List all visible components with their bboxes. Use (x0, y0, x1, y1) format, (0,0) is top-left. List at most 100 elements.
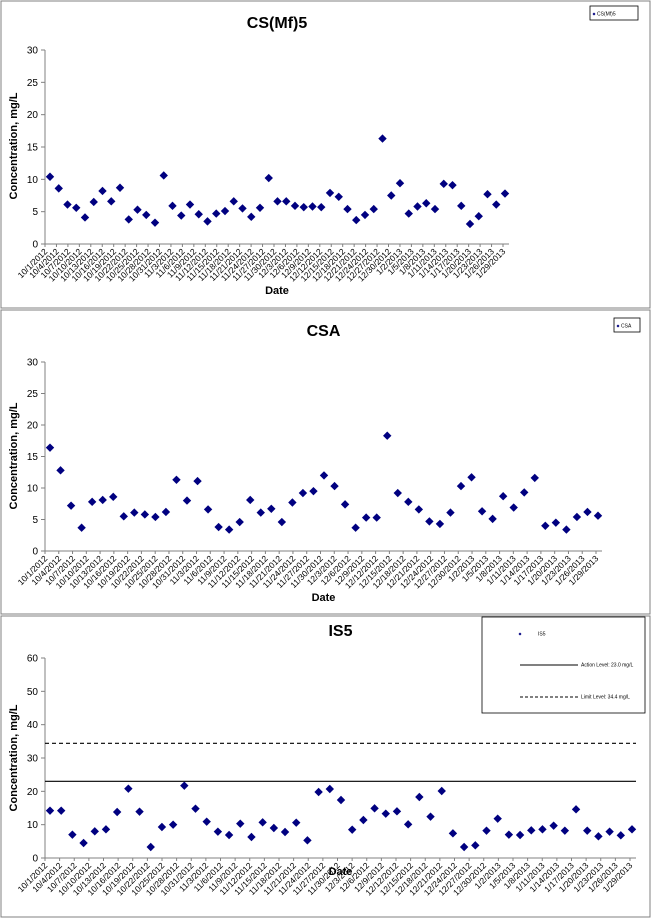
chart-2-data-point (87, 497, 97, 507)
chart-1-data-point (273, 197, 282, 206)
chart-3-data-point (437, 786, 446, 796)
chart-1-data-point (352, 215, 361, 225)
chart-1-data-point (264, 173, 273, 183)
chart-1-data-point (177, 211, 186, 220)
chart-2-data-point (214, 522, 223, 532)
chart-3-data-point (493, 814, 502, 823)
chart-2-data-point (404, 497, 413, 507)
chart-1-data-point (63, 200, 72, 209)
chart-3-data-point (359, 815, 368, 825)
chart-2-y-tick-label: 30 (27, 358, 39, 369)
chart-3-data-point (314, 787, 323, 797)
chart-1-data-point (317, 202, 326, 212)
chart-1-legend-box (589, 5, 639, 21)
chart-2-data-point (193, 476, 202, 486)
chart-1-data-point (107, 197, 116, 206)
chart-2-data-point (298, 488, 308, 498)
chart-3-data-point (180, 781, 189, 790)
chart-2-data-point (151, 512, 160, 522)
chart-2-data-point (456, 481, 466, 491)
chart-1-data-point (369, 204, 378, 214)
chart-2-data-point (288, 498, 297, 507)
chart-3-y-axis-label: Concentration, mg/L (8, 704, 20, 811)
chart-3-data-point (527, 826, 536, 835)
chart-3-data-point (459, 842, 469, 852)
chart-2-data-point (562, 525, 571, 534)
chart-1-y-tick-label: 20 (27, 110, 39, 121)
chart-1-legend-marker (592, 12, 596, 16)
chart-3-legend-label: Action Level: 23.0 mg/L (581, 663, 633, 669)
chart-3-data-point (124, 784, 133, 793)
chart-3-data-point (45, 806, 55, 815)
chart-1-data-point (247, 212, 256, 222)
chart-1-y-tick-label: 0 (32, 240, 38, 251)
chart-1-data-point (194, 210, 203, 219)
chart-1-data-point (72, 203, 81, 212)
chart-2-legend-label: CSA (621, 324, 632, 330)
chart-2-data-point (414, 505, 424, 514)
chart-2-data-point (446, 508, 455, 517)
chart-1-data-point (413, 202, 422, 211)
chart-2-data-point (425, 517, 434, 526)
chart-3-data-point (269, 823, 279, 833)
chart-3-data-point (224, 830, 234, 840)
chart-1-data-point (430, 204, 440, 214)
chart-2-data-point (488, 514, 497, 524)
chart-2-y-tick-label: 0 (32, 547, 38, 558)
chart-1-data-point (483, 190, 492, 199)
chart-2-data-point (66, 501, 76, 510)
chart-3-data-point (168, 820, 178, 829)
chart-2-y-tick-label: 10 (27, 484, 39, 495)
chart-1-data-point (150, 218, 160, 227)
chart-3-data-point (560, 826, 570, 835)
chart-1-legend-label: CS(Mf)5 (597, 12, 616, 18)
chart-3-data-point (583, 826, 592, 835)
chart-1-data-point (378, 134, 387, 143)
chart-1-data-point (238, 204, 247, 213)
chart-1-data-point (325, 188, 335, 198)
chart-2-data-point (393, 488, 402, 498)
chart-2-data-point (256, 508, 265, 517)
chart-1-data-point (360, 210, 370, 220)
chart-2-y-tick-label: 25 (27, 389, 39, 400)
chart-2-data-point (319, 471, 329, 480)
chart-3-data-point (347, 825, 357, 834)
chart-2-data-point (246, 495, 255, 505)
chart-3-x-axis-label: Date (329, 866, 353, 878)
chart-3-data-point (191, 804, 200, 813)
chart-2-data-point (498, 491, 508, 501)
chart-3-y-tick-label: 30 (27, 754, 39, 765)
chart-2-y-tick-label: 20 (27, 421, 39, 432)
chart-1-data-point (500, 189, 510, 198)
chart-2-legend-box (613, 317, 641, 333)
chart-2-data-point (182, 496, 192, 505)
chart-3-data-point (482, 826, 491, 835)
chart-2-data-point (277, 517, 287, 527)
chart-3-data-point (538, 825, 547, 834)
chart-1-data-point (159, 171, 168, 180)
chart-2-data-point (203, 505, 213, 514)
chart-1-data-point (124, 215, 133, 224)
chart-2-data-point (161, 507, 171, 517)
chart-3-y-tick-label: 40 (27, 720, 39, 731)
chart-2-y-tick-label: 15 (27, 452, 39, 463)
chart-3-y-tick-label: 10 (27, 820, 39, 831)
chart-3-data-point (101, 825, 111, 834)
chart-3-data-point (381, 809, 390, 818)
chart-2-data-point (383, 431, 392, 440)
chart-1-data-point (387, 191, 396, 200)
chart-1-y-tick-label: 30 (27, 46, 39, 57)
chart-3-data-point (79, 838, 88, 848)
chart-3-data-point (336, 795, 346, 805)
chart-3-y-tick-label: 0 (32, 854, 38, 865)
chart-1-y-axis-label: Concentration, mg/L (8, 92, 20, 199)
chart-3-data-point (403, 820, 413, 829)
chart-2-data-point (98, 495, 107, 505)
chart-3-data-point (280, 827, 290, 837)
chart-2-data-point (130, 508, 139, 517)
chart-1-y-tick-label: 5 (32, 207, 38, 218)
chart-1-data-point (168, 201, 177, 211)
chart-3-data-point (515, 830, 525, 840)
chart-2-data-point (572, 512, 582, 522)
